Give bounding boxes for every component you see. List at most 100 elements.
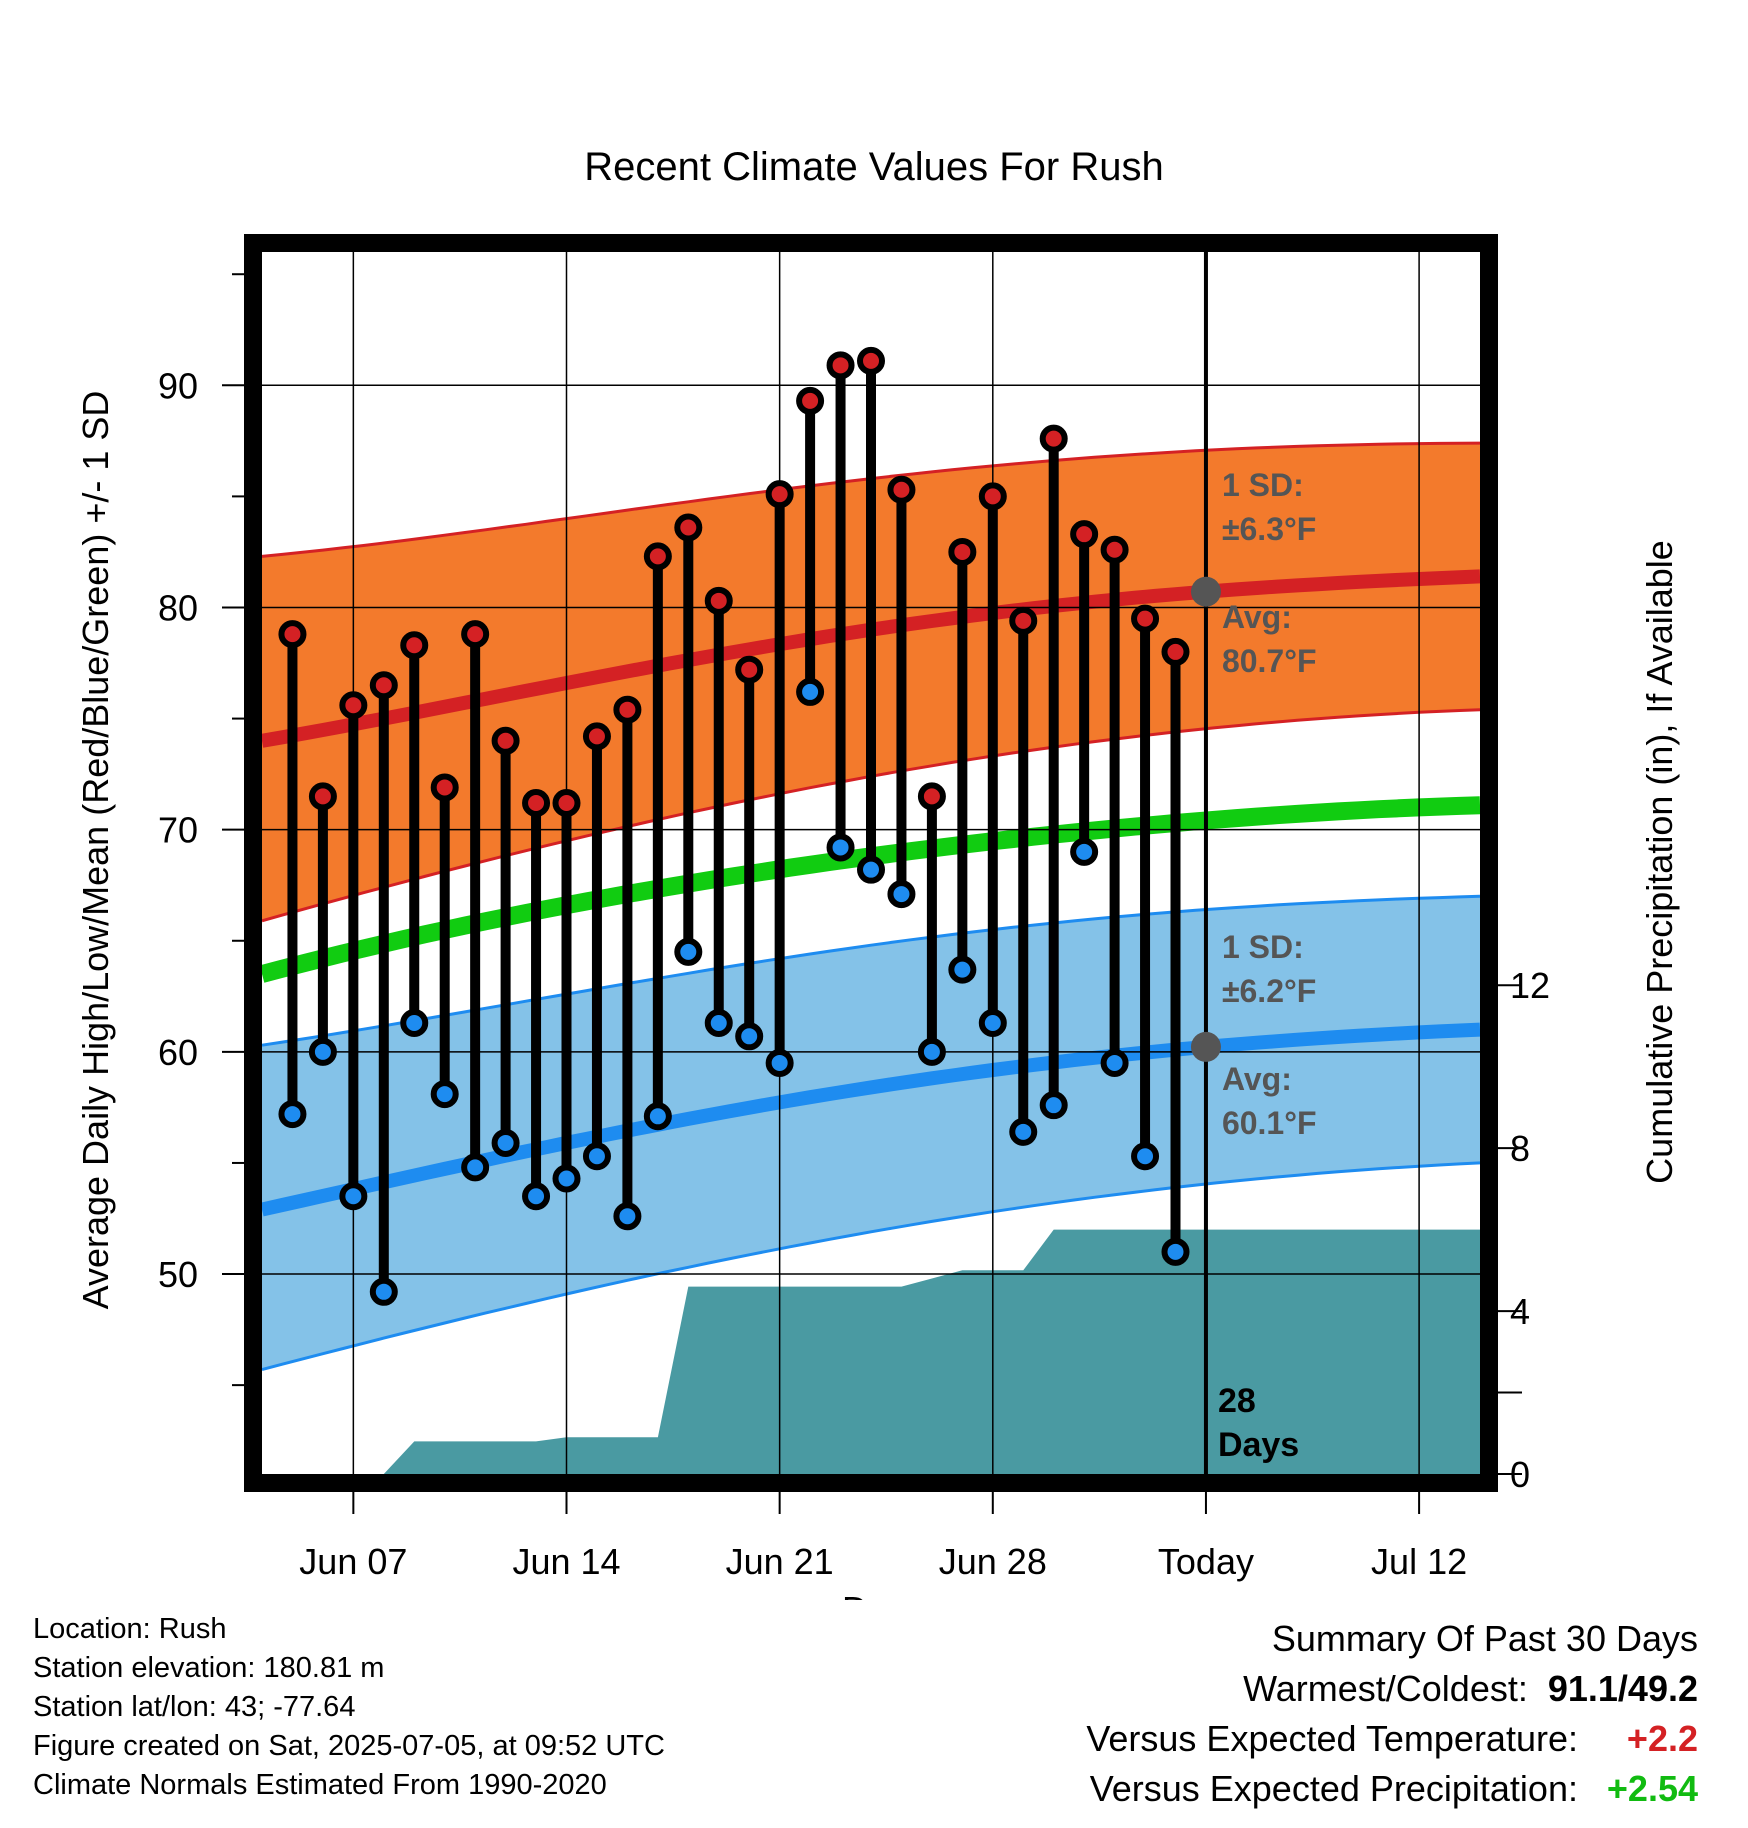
station-metadata: Location: Rush Station elevation: 180.81… — [33, 1610, 665, 1805]
meta-latlon: Station lat/lon: 43; -77.64 — [33, 1691, 356, 1723]
summary-temp: Versus Expected Temperature: +2.2 — [1086, 1714, 1698, 1764]
daily-low-point — [278, 1100, 307, 1129]
precip-value: +2.54 — [1606, 1768, 1698, 1809]
today-high-avg-marker — [1190, 576, 1221, 607]
y-tick-label: 90 — [158, 365, 198, 406]
daily-low-point — [765, 1048, 794, 1077]
daily-high-point — [491, 726, 520, 755]
daily-low-point — [643, 1102, 672, 1131]
warm-cold-value: 91.1/49.2 — [1547, 1668, 1698, 1709]
low-sd-value: ±6.2°F — [1222, 973, 1316, 1009]
daily-high-point — [369, 671, 398, 700]
daily-high-point — [1009, 606, 1038, 635]
high-avg-label: Avg: — [1222, 599, 1292, 635]
daily-high-point — [948, 537, 977, 566]
daily-high-point — [1070, 520, 1099, 549]
daily-low-point — [552, 1164, 581, 1193]
y2-tick-label: 4 — [1510, 1291, 1530, 1332]
daily-low-point — [430, 1080, 459, 1109]
daily-high-point — [339, 691, 368, 720]
daily-high-point — [704, 586, 733, 615]
warm-cold-label: Warmest/Coldest: — [1243, 1668, 1528, 1709]
daily-low-point — [369, 1277, 398, 1306]
daily-high-point — [278, 620, 307, 649]
meta-elevation: Station elevation: 180.81 m — [33, 1652, 385, 1684]
low-sd-label: 1 SD: — [1222, 929, 1304, 965]
daily-low-point — [978, 1008, 1007, 1037]
low-avg-value: 60.1°F — [1222, 1105, 1317, 1141]
today-days-word: Days — [1218, 1426, 1299, 1464]
x-tick-label: Today — [1158, 1541, 1254, 1582]
daily-high-point — [826, 351, 855, 380]
temp-value: +2.2 — [1626, 1718, 1698, 1759]
meta-normals: Climate Normals Estimated From 1990-2020 — [33, 1769, 607, 1801]
daily-high-point — [400, 631, 429, 660]
daily-low-point — [826, 833, 855, 862]
daily-low-point — [735, 1022, 764, 1051]
y-tick-label: 60 — [158, 1032, 198, 1073]
high-sd-value: ±6.3°F — [1222, 511, 1316, 547]
daily-low-point — [917, 1037, 946, 1066]
high-avg-value: 80.7°F — [1222, 643, 1317, 679]
daily-low-point — [339, 1182, 368, 1211]
daily-low-point — [1131, 1142, 1160, 1171]
precipitation-area — [353, 1229, 1480, 1474]
y2-axis-label: Cumulative Precipitation (in), If Availa… — [1639, 540, 1680, 1184]
daily-high-point — [978, 482, 1007, 511]
x-tick-label: Jul 12 — [1371, 1541, 1467, 1582]
x-axis-label: Day — [842, 1589, 906, 1600]
summary-precip: Versus Expected Precipitation: +2.54 — [1086, 1764, 1698, 1814]
daily-low-point — [522, 1182, 551, 1211]
daily-high-point — [887, 475, 916, 504]
daily-low-point — [704, 1008, 733, 1037]
daily-high-point — [430, 773, 459, 802]
meta-created: Figure created on Sat, 2025-07-05, at 09… — [33, 1730, 665, 1762]
low-sd-band-lower-edge — [261, 1161, 1481, 1372]
y-tick-label: 80 — [158, 587, 198, 628]
y-tick-label: 50 — [158, 1254, 198, 1295]
daily-low-point — [1009, 1117, 1038, 1146]
daily-low-point — [461, 1153, 490, 1182]
daily-high-point — [857, 346, 885, 375]
daily-low-point — [1100, 1048, 1129, 1077]
daily-low-point — [674, 937, 703, 966]
climate-chart: Recent Climate Values For Rush 1 SD: ±6.3… — [75, 145, 1680, 1600]
daily-high-point — [674, 513, 703, 542]
today-days-count: 28 — [1218, 1382, 1256, 1420]
meta-location: Location: Rush — [33, 1613, 227, 1645]
high-sd-label: 1 SD: — [1222, 467, 1304, 503]
daily-high-point — [735, 655, 764, 684]
low-avg-label: Avg: — [1222, 1061, 1292, 1097]
summary-title: Summary Of Past 30 Days — [1271, 1618, 1698, 1659]
precip-label: Versus Expected Precipitation: — [1089, 1768, 1578, 1809]
daily-low-point — [887, 880, 916, 909]
x-tick-label: Jun 07 — [299, 1541, 407, 1582]
daily-low-point — [613, 1202, 642, 1231]
x-tick-label: Jun 28 — [939, 1541, 1047, 1582]
summary-panel: Summary Of Past 30 Days Warmest/Coldest:… — [1086, 1614, 1698, 1814]
daily-high-point — [765, 480, 794, 509]
daily-low-point — [1070, 837, 1099, 866]
summary-warm-cold: Warmest/Coldest: 91.1/49.2 — [1086, 1664, 1698, 1714]
daily-high-point — [1100, 535, 1129, 564]
daily-low-point — [857, 855, 885, 884]
daily-high-point — [917, 782, 946, 811]
daily-high-point — [552, 789, 581, 818]
daily-high-point — [1039, 424, 1068, 453]
daily-high-point — [613, 695, 642, 724]
daily-high-point — [1161, 637, 1190, 666]
plot-frame — [244, 234, 1498, 1492]
today-low-avg-marker — [1190, 1031, 1221, 1062]
y2-tick-label: 12 — [1510, 965, 1550, 1006]
y-tick-label: 70 — [158, 810, 198, 851]
x-tick-label: Jun 14 — [512, 1541, 620, 1582]
daily-high-point — [643, 542, 672, 571]
chart-title: Recent Climate Values For Rush — [584, 145, 1164, 189]
daily-high-point — [308, 782, 337, 811]
y-axis-label: Average Daily High/Low/Mean (Red/Blue/Gr… — [75, 391, 116, 1310]
daily-low-point — [1161, 1237, 1190, 1266]
low-sd-band-upper-edge — [261, 894, 1481, 1047]
daily-low-point — [400, 1008, 429, 1037]
y2-tick-label: 0 — [1510, 1454, 1530, 1495]
daily-low-point — [491, 1128, 520, 1157]
